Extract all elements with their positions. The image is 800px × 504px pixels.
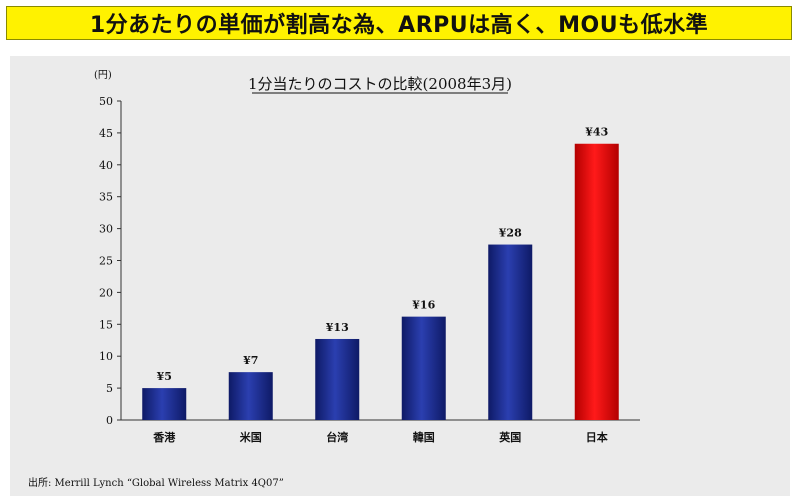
bars bbox=[142, 143, 619, 420]
bar bbox=[574, 143, 619, 420]
x-axis-ticks: 香港 米国 台湾 韓国 英国 日本 bbox=[152, 430, 608, 444]
x-tick-label: 日本 bbox=[586, 430, 608, 444]
bar bbox=[142, 388, 187, 420]
bar bbox=[488, 244, 533, 420]
y-tick-label: 45 bbox=[99, 127, 113, 140]
y-tick-label: 5 bbox=[106, 382, 113, 395]
source-note: 出所: Merrill Lynch “Global Wireless Matri… bbox=[28, 478, 284, 489]
y-tick-label: 10 bbox=[99, 350, 113, 363]
y-tick-label: 25 bbox=[99, 255, 113, 268]
y-axis-unit: (円) bbox=[94, 70, 112, 81]
y-tick-label: 0 bbox=[106, 414, 113, 427]
y-tick-label: 40 bbox=[99, 159, 113, 172]
y-tick-label: 30 bbox=[99, 223, 113, 236]
x-tick-label: 米国 bbox=[239, 430, 262, 444]
x-tick-label: 台湾 bbox=[326, 430, 348, 444]
data-label: ¥5 bbox=[157, 370, 172, 383]
y-axis-ticks: 0 5 10 15 20 25 30 35 40 45 50 bbox=[99, 95, 121, 427]
data-label: ¥28 bbox=[499, 227, 522, 240]
y-tick-label: 20 bbox=[99, 286, 113, 299]
y-tick-label: 35 bbox=[99, 191, 113, 204]
data-labels: ¥5 ¥7 ¥13 ¥16 ¥28 ¥43 bbox=[157, 126, 609, 383]
x-tick-label: 韓国 bbox=[413, 430, 435, 444]
bar bbox=[401, 316, 446, 420]
y-tick-label: 50 bbox=[99, 95, 113, 108]
y-tick-label: 15 bbox=[99, 318, 113, 331]
headline-text: 1分あたりの単価が割高な為、ARPUは高く、MOUも低水準 bbox=[89, 13, 709, 38]
data-label: ¥16 bbox=[412, 299, 435, 312]
bar bbox=[315, 338, 360, 420]
x-tick-label: 英国 bbox=[498, 430, 521, 444]
chart-title: 1分当たりのコストの比較(2008年3月) bbox=[248, 75, 512, 93]
x-tick-label: 香港 bbox=[152, 430, 176, 444]
bar bbox=[228, 372, 273, 420]
data-label: ¥13 bbox=[326, 321, 349, 334]
chart-panel bbox=[10, 56, 790, 496]
data-label: ¥43 bbox=[585, 126, 608, 139]
headline-banner: 1分あたりの単価が割高な為、ARPUは高く、MOUも低水準 bbox=[6, 6, 792, 40]
data-label: ¥7 bbox=[243, 354, 258, 367]
